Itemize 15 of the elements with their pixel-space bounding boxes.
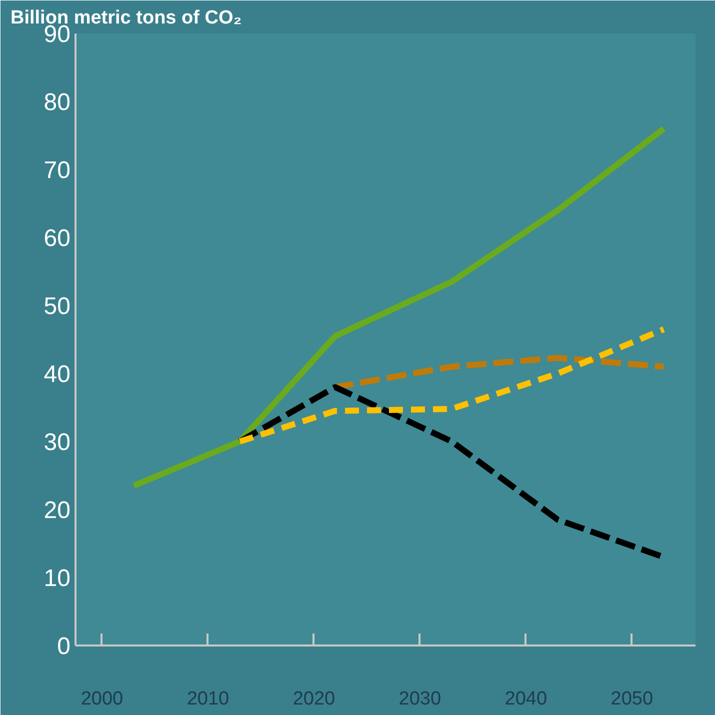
y-tick-label: 40 (44, 361, 71, 388)
y-tick-label: 50 (44, 293, 71, 320)
x-tick-label: 2040 (504, 688, 548, 710)
x-tick-label: 2010 (186, 688, 230, 710)
y-tick-label: 0 (57, 633, 71, 660)
x-tick-label: 2050 (610, 688, 654, 710)
y-tick-label: 80 (44, 89, 71, 116)
y-tick-label: 10 (44, 565, 71, 592)
y-tick-label: 30 (44, 429, 71, 456)
y-tick-label: 60 (44, 225, 71, 252)
y-tick-label: 70 (44, 157, 71, 184)
y-tick-label: 20 (44, 497, 71, 524)
x-tick-label: 2020 (292, 688, 336, 710)
x-tick-label: 2000 (80, 688, 124, 710)
x-tick-label: 2030 (398, 688, 442, 710)
